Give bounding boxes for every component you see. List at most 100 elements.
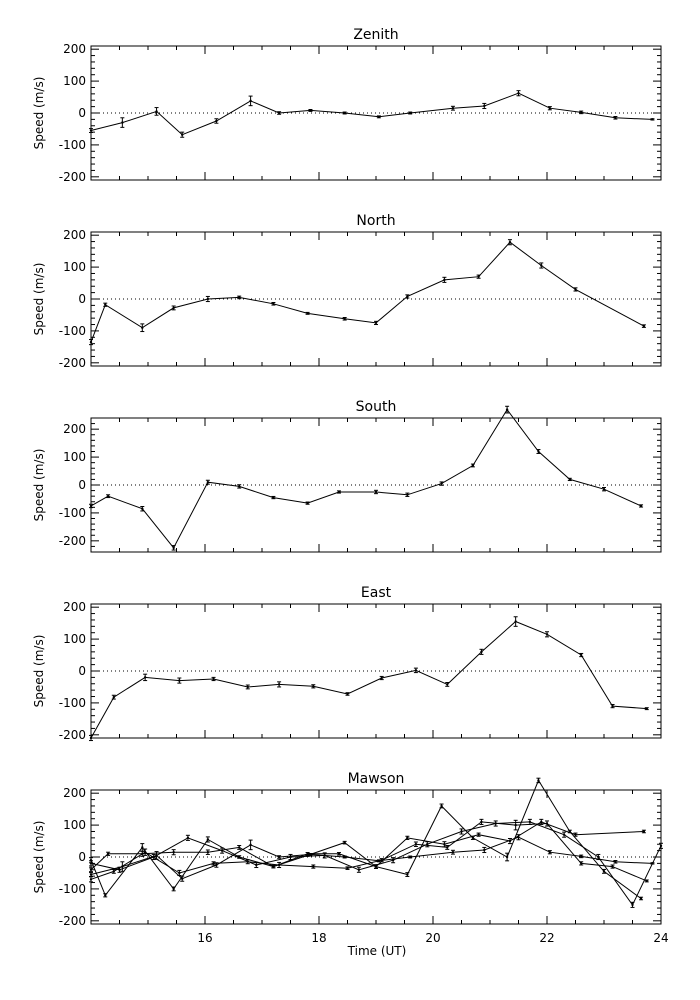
data-point [505,855,509,859]
data-point [380,676,383,680]
data-point [186,836,190,840]
y-tick-label: -200 [59,170,86,184]
series-line [90,836,653,880]
y-tick-label: -100 [59,138,86,152]
panels: Zenith Speed (m/s) 200 100 0 -100 -200 North Spe… [32,27,663,928]
y-tick-label: -200 [59,728,86,742]
data-point [337,852,341,856]
data-point [306,501,309,505]
data-point [277,855,281,859]
x-axis-label: Time (UT) [347,944,407,958]
data-point [143,851,147,854]
x-tick-labels: 16 18 20 22 24 [197,931,668,945]
series-line [90,821,662,906]
data-point [178,679,181,682]
data-point [426,843,429,846]
data-point [141,507,144,510]
y-axis-label: Speed (m/s) [32,821,46,894]
data-point [206,297,210,301]
data-point [141,326,144,329]
data-point [312,685,315,688]
data-point [406,836,409,840]
x-tick-label: 16 [197,931,212,945]
y-tick-label: 0 [78,292,86,306]
data-point [574,833,577,836]
data-point [642,324,646,328]
data-point [409,855,412,859]
y-tick-label: 100 [63,632,86,646]
y-tick-label: 100 [63,450,86,464]
data-point [206,838,210,841]
data-point [181,133,184,136]
data-point [89,868,93,871]
data-point [414,669,418,672]
data-point [374,490,378,494]
data-point [414,843,418,846]
data-point [443,843,446,846]
y-tick-label: 200 [63,786,86,800]
y-tick-label: 200 [63,422,86,436]
data-point [272,302,275,305]
data-point [508,839,512,843]
data-point [651,118,654,121]
data-point [409,111,412,115]
y-tick-label: 0 [78,478,86,492]
series-line [90,620,647,739]
data-point [255,863,258,867]
data-point [580,653,583,657]
data-point [483,848,486,852]
data-point [537,779,540,782]
data-point [645,707,648,710]
data-point [580,111,583,114]
data-point [377,115,381,119]
data-point [477,833,480,836]
y-tick-label: -100 [59,506,86,520]
data-point [343,111,346,115]
data-point [172,887,175,891]
series-line [90,821,644,897]
data-point [106,494,110,498]
data-point [602,870,606,873]
chart-panel: Zenith Speed (m/s) 200 100 0 -100 -200 [32,27,662,184]
data-point [611,704,614,708]
y-tick-label: 100 [63,74,86,88]
data-point [346,866,349,870]
data-point [249,843,252,847]
data-point [155,110,158,113]
data-point [112,870,116,873]
data-point [277,863,281,867]
data-point [568,478,571,481]
data-point [391,858,395,862]
series-line [90,241,645,343]
data-point [89,736,93,740]
y-tick-label: 200 [63,42,86,56]
data-point [143,676,147,679]
data-point [357,868,361,871]
data-point [172,306,175,310]
data-point [460,830,463,833]
data-point [446,683,449,686]
data-point [104,303,107,306]
data-point [580,862,583,865]
data-point [89,340,93,344]
data-point [508,241,512,244]
chart-panel: South Speed (m/s) 200 100 0 -100 -200 [32,399,662,553]
data-point [451,107,455,110]
data-point [614,860,617,863]
data-point [406,295,409,298]
data-point [471,836,475,840]
data-point [343,317,346,320]
series-line [90,408,642,549]
data-point [548,107,552,110]
data-point [631,903,634,907]
data-point [440,804,443,808]
panel-title: Zenith [353,27,398,43]
data-point [611,865,614,868]
y-tick-label: -100 [59,882,86,896]
chart-panel: East Speed (m/s) 200 100 0 -100 -200 [32,585,662,742]
data-point [374,865,378,868]
data-point [480,820,483,824]
data-point [89,873,93,876]
data-point [104,894,107,897]
data-point [514,823,517,827]
